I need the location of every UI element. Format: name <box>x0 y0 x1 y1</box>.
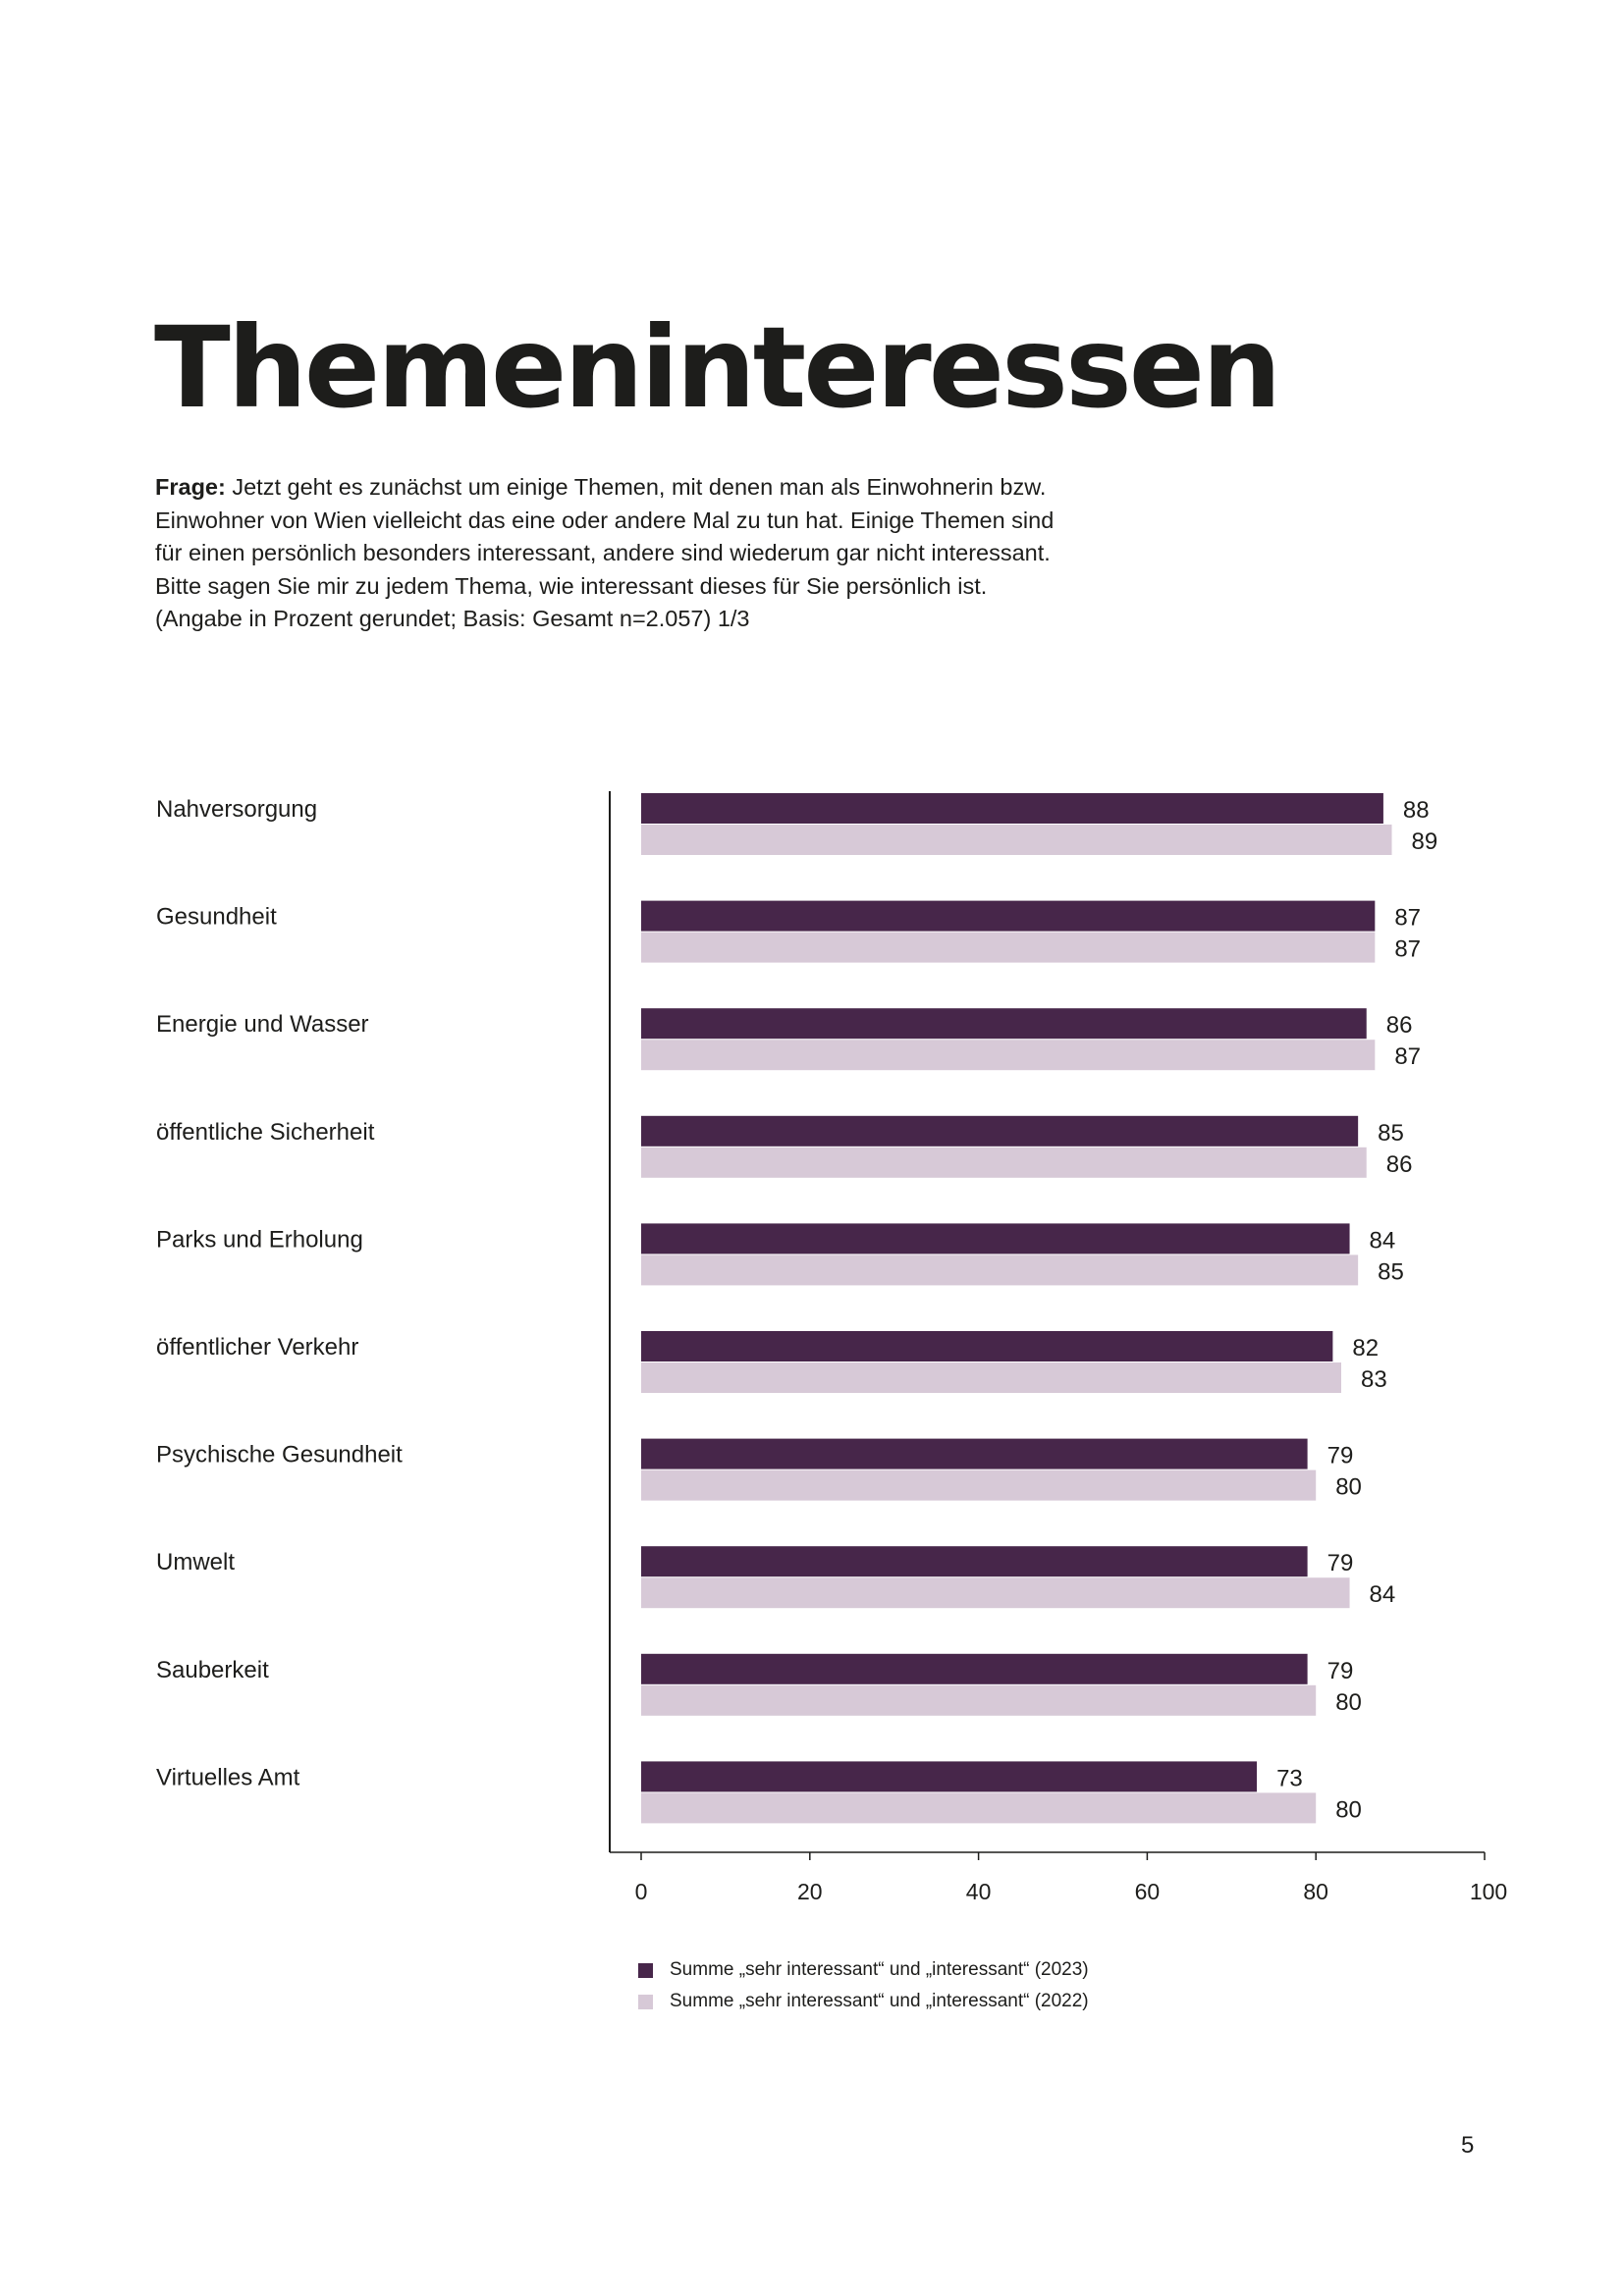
x-tick-label: 40 <box>966 1879 992 1904</box>
data-label-2023: 84 <box>1370 1227 1396 1254</box>
question-line-text: Jetzt geht es zunächst um einige Themen,… <box>225 474 1047 500</box>
bar-2023 <box>641 1223 1350 1255</box>
question-label: Frage: <box>155 474 226 500</box>
x-tick-label: 60 <box>1135 1879 1161 1904</box>
data-label-2022: 86 <box>1386 1151 1413 1178</box>
question-line: für einen persönlich besonders interessa… <box>155 540 1051 565</box>
bar-2023 <box>641 1115 1359 1147</box>
bar-2022 <box>641 1255 1359 1286</box>
category-label: Gesundheit <box>156 904 277 931</box>
data-label-2023: 79 <box>1327 1443 1354 1469</box>
bar-2022 <box>641 1147 1367 1178</box>
bar-2023 <box>641 1331 1333 1362</box>
bar-2023 <box>641 1546 1308 1577</box>
question-line: Einwohner von Wien vielleicht das eine o… <box>155 507 1055 533</box>
data-label-2022: 85 <box>1378 1258 1404 1285</box>
page-title: Themeninteressen <box>154 302 1281 433</box>
bar-2023 <box>641 900 1376 932</box>
legend-swatch-2023 <box>638 1962 653 1978</box>
category-label: Energie und Wasser <box>156 1011 369 1038</box>
data-label-2022: 87 <box>1394 936 1421 963</box>
data-label-2023: 88 <box>1403 797 1430 824</box>
x-tick-label: 0 <box>635 1879 648 1904</box>
category-label: Parks und Erholung <box>156 1226 363 1253</box>
x-tick-label: 80 <box>1303 1879 1328 1904</box>
legend-label-2022: Summe „sehr interessant“ und „interessan… <box>670 1991 1089 2011</box>
bar-2022 <box>641 825 1392 855</box>
bar-2023 <box>641 1008 1367 1040</box>
question-line: Frage: Jetzt geht es zunächst um einige … <box>155 471 1137 505</box>
bar-2023 <box>641 1653 1308 1684</box>
data-label-2023: 79 <box>1327 1550 1354 1576</box>
data-label-2023: 79 <box>1327 1658 1354 1684</box>
data-label-2022: 80 <box>1335 1796 1362 1823</box>
category-label: Sauberkeit <box>156 1657 269 1683</box>
category-label: öffentlicher Verkehr <box>156 1334 358 1361</box>
bar-2023 <box>641 1438 1308 1469</box>
data-label-2022: 80 <box>1335 1474 1362 1501</box>
category-label: Psychische Gesundheit <box>156 1442 403 1468</box>
question-text: Frage: Jetzt geht es zunächst um einige … <box>155 471 1137 636</box>
category-label: öffentliche Sicherheit <box>156 1119 375 1146</box>
question-line: (Angabe in Prozent gerundet; Basis: Gesa… <box>155 606 750 631</box>
legend-label-2023: Summe „sehr interessant“ und „interessan… <box>670 1959 1089 1980</box>
page-number: 5 <box>1461 2132 1475 2159</box>
data-label-2023: 87 <box>1394 905 1421 932</box>
data-label-2022: 89 <box>1412 828 1438 855</box>
category-label: Umwelt <box>156 1549 235 1575</box>
data-label-2022: 84 <box>1370 1581 1396 1608</box>
data-label-2022: 83 <box>1361 1366 1387 1393</box>
bar-2022 <box>641 1792 1317 1824</box>
bar-2023 <box>641 1761 1258 1792</box>
data-label-2023: 73 <box>1276 1765 1303 1791</box>
bar-2022 <box>641 1362 1341 1393</box>
question-line: Bitte sagen Sie mir zu jedem Thema, wie … <box>155 572 988 599</box>
category-label: Virtuelles Amt <box>156 1764 300 1790</box>
data-label-2022: 87 <box>1394 1043 1421 1070</box>
x-tick-label: 100 <box>1470 1879 1507 1904</box>
legend-item-2023: Summe „sehr interessant“ und „interessan… <box>638 1954 1089 1986</box>
bar-2022 <box>641 1040 1376 1071</box>
bar-2022 <box>641 1577 1350 1609</box>
x-tick-label: 20 <box>797 1879 823 1904</box>
data-label-2023: 85 <box>1378 1120 1404 1147</box>
data-label-2022: 80 <box>1335 1689 1362 1716</box>
bar-2022 <box>641 1469 1317 1501</box>
data-label-2023: 82 <box>1352 1335 1379 1362</box>
data-label-2023: 86 <box>1386 1012 1413 1039</box>
bar-2022 <box>641 932 1376 963</box>
legend-swatch-2022 <box>638 1994 653 2009</box>
bar-2022 <box>641 1684 1317 1716</box>
legend-item-2022: Summe „sehr interessant“ und „interessan… <box>638 1986 1089 2017</box>
category-label: Nahversorgung <box>156 796 317 823</box>
chart-legend: Summe „sehr interessant“ und „interessan… <box>638 1954 1089 2017</box>
bar-2023 <box>641 793 1383 824</box>
